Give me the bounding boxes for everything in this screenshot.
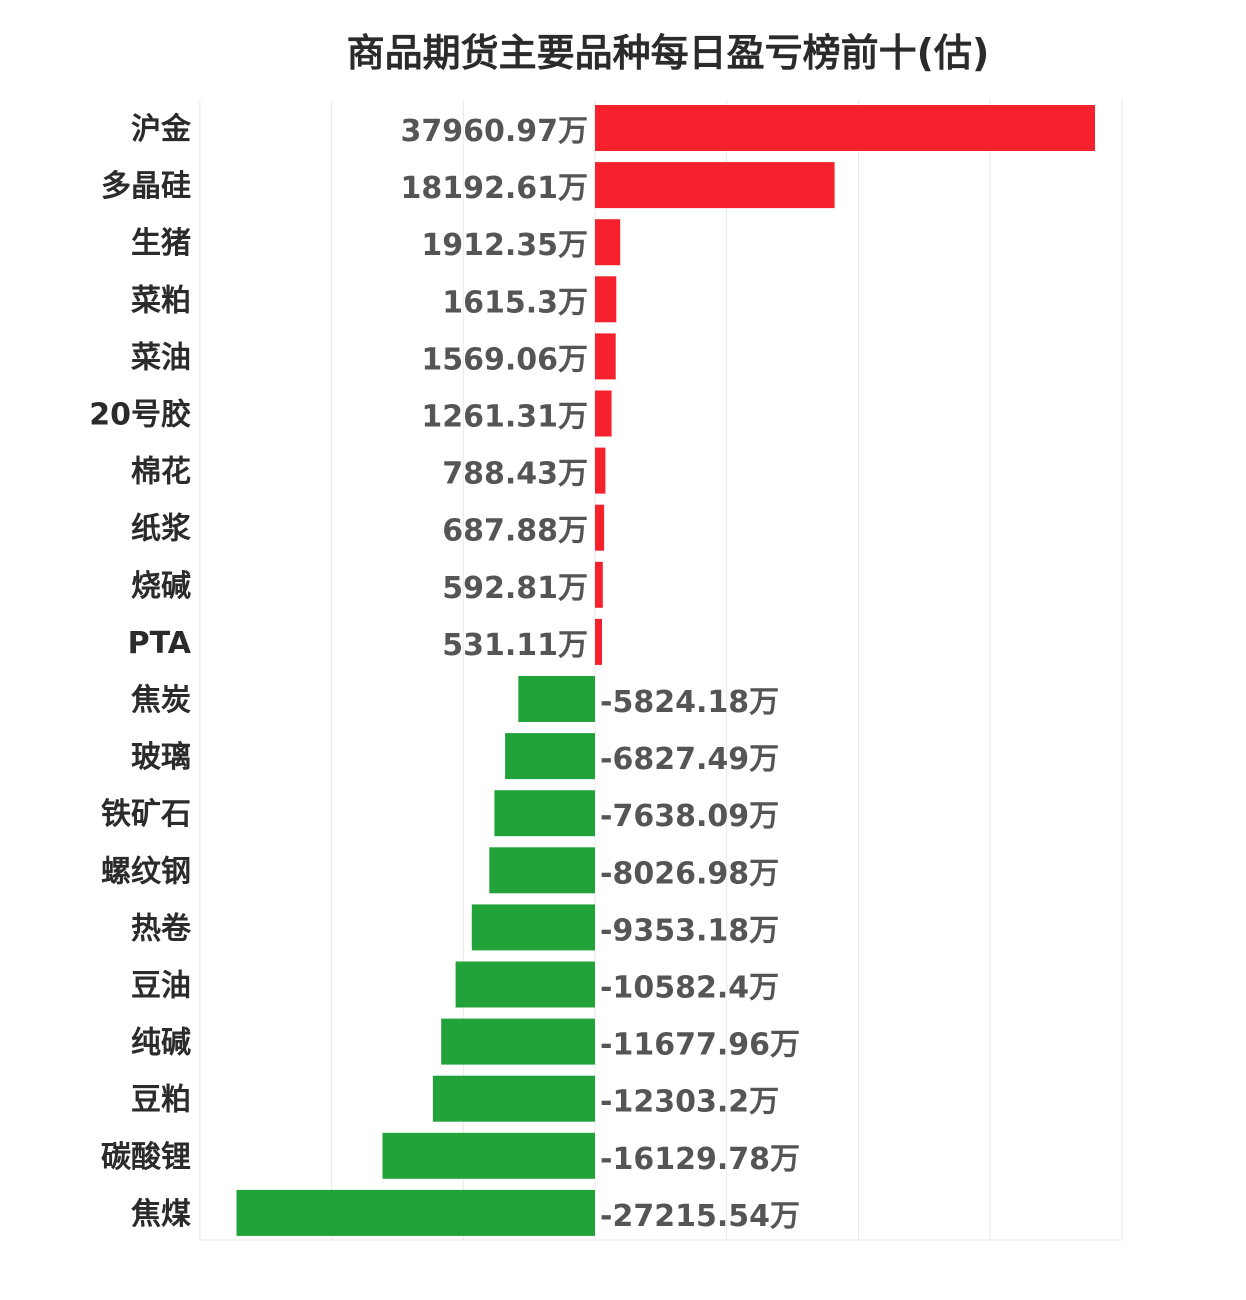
value-label: -9353.18万 [600, 913, 779, 948]
value-label: -5824.18万 [600, 685, 779, 720]
category-label: 菜粕 [131, 283, 191, 318]
value-label: -11677.96万 [600, 1028, 800, 1063]
grid-lines [199, 100, 1123, 1241]
category-label: 铁矿石 [101, 797, 191, 832]
bar-4 [595, 333, 616, 380]
bar-13 [489, 847, 595, 894]
value-label: 1912.35万 [421, 228, 588, 263]
bar-7 [595, 504, 605, 551]
value-label: -16129.78万 [600, 1142, 800, 1177]
bar-3 [595, 276, 617, 323]
category-label: 生猪 [131, 226, 191, 261]
category-label: 豆油 [131, 969, 191, 1004]
category-label: 沪金 [131, 112, 192, 147]
category-label: 螺纹钢 [101, 854, 191, 889]
value-label: -8026.98万 [600, 856, 779, 891]
value-label: -7638.09万 [600, 799, 779, 834]
bar-19 [236, 1189, 595, 1236]
bar-5 [595, 390, 612, 437]
value-label: 1615.3万 [442, 285, 588, 320]
value-label: 18192.61万 [400, 171, 588, 206]
category-label: 玻璃 [131, 740, 191, 775]
bar-9 [595, 618, 602, 665]
category-label: 菜油 [131, 340, 191, 375]
category-label: 纯碱 [131, 1026, 191, 1061]
bar-6 [595, 447, 606, 494]
value-label: 1569.06万 [421, 342, 588, 377]
value-label: -10582.4万 [600, 971, 779, 1006]
category-label: 焦煤 [131, 1197, 191, 1232]
value-label: 687.88万 [442, 514, 588, 549]
bar-14 [471, 904, 595, 951]
bar-10 [518, 676, 595, 722]
bar-12 [494, 790, 595, 837]
category-label: 豆粕 [131, 1083, 191, 1118]
category-label: 多晶硅 [101, 169, 191, 204]
category-label: 棉花 [131, 455, 191, 490]
category-label: 烧碱 [131, 569, 191, 604]
bar-11 [505, 733, 595, 780]
value-label: 592.81万 [442, 571, 588, 606]
category-label: 焦炭 [131, 683, 191, 718]
bar-2 [595, 219, 621, 266]
category-label: 20号胶 [89, 398, 191, 433]
value-label: -27215.54万 [600, 1199, 800, 1234]
category-label: 热卷 [131, 911, 192, 946]
value-label: 531.11万 [442, 628, 588, 663]
value-label: 37960.97万 [400, 114, 588, 149]
bars [236, 105, 1095, 1236]
bar-16 [441, 1018, 595, 1065]
category-label: 碳酸锂 [101, 1140, 191, 1175]
bar-15 [455, 961, 595, 1008]
bar-8 [595, 561, 603, 608]
category-label: 纸浆 [131, 512, 191, 547]
chart-title: 商品期货主要品种每日盈亏榜前十(估) [346, 31, 990, 75]
bar-1 [595, 162, 835, 209]
value-label: -12303.2万 [600, 1085, 779, 1120]
value-label: 788.43万 [442, 457, 588, 492]
bar-0 [595, 105, 1095, 151]
value-label: -6827.49万 [600, 742, 779, 777]
bar-17 [432, 1075, 595, 1122]
value-label: 1261.31万 [421, 400, 588, 435]
bar-18 [382, 1132, 595, 1179]
category-label: PTA [128, 626, 192, 661]
